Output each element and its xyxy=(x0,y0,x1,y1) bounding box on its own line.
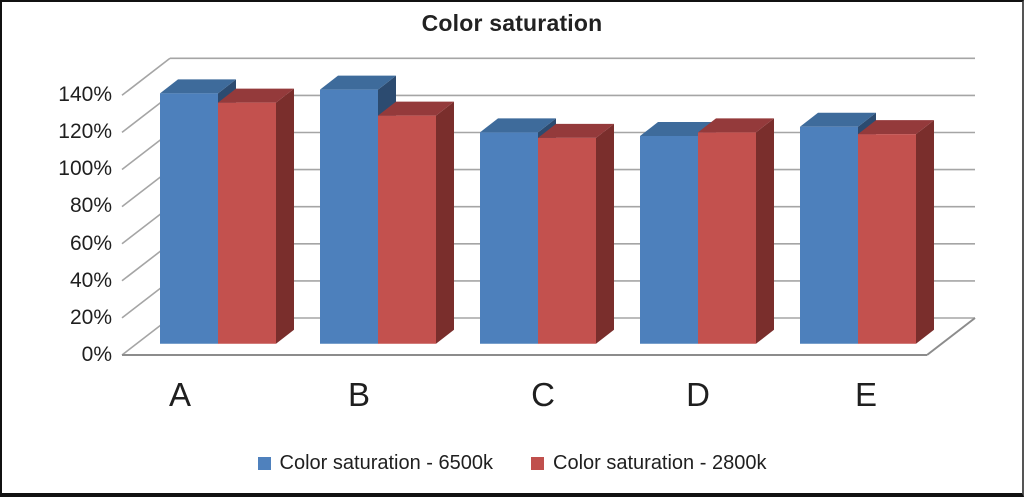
chart-title: Color saturation xyxy=(421,10,603,36)
y-axis-tick-label: 40% xyxy=(69,269,112,292)
legend: Color saturation - 6500k Color saturatio… xyxy=(2,452,1022,475)
y-axis-tick-label: 120% xyxy=(58,120,112,143)
y-axis-tick-label: 140% xyxy=(58,83,112,106)
y-axis-tick-label: 80% xyxy=(69,194,112,217)
x-axis-category-label: B xyxy=(347,376,370,413)
legend-label-2800k: Color saturation - 2800k xyxy=(553,452,767,474)
y-axis-tick-label: 60% xyxy=(69,232,112,255)
x-axis-category-label: A xyxy=(168,376,191,413)
x-axis-category-label: C xyxy=(531,376,555,413)
legend-label-6500k: Color saturation - 6500k xyxy=(279,452,493,474)
legend-swatch-6500k xyxy=(257,457,271,470)
legend-item-6500k: Color saturation - 6500k xyxy=(257,452,493,475)
y-axis-tick-label: 0% xyxy=(81,343,112,366)
legend-item-2800k: Color saturation - 2800k xyxy=(531,452,766,475)
x-axis-category-label: D xyxy=(686,376,710,413)
y-axis-tick-label: 100% xyxy=(58,157,112,180)
y-axis-tick-label: 20% xyxy=(69,306,112,329)
legend-swatch-2800k xyxy=(531,457,544,470)
x-axis-category-label: E xyxy=(854,376,877,413)
